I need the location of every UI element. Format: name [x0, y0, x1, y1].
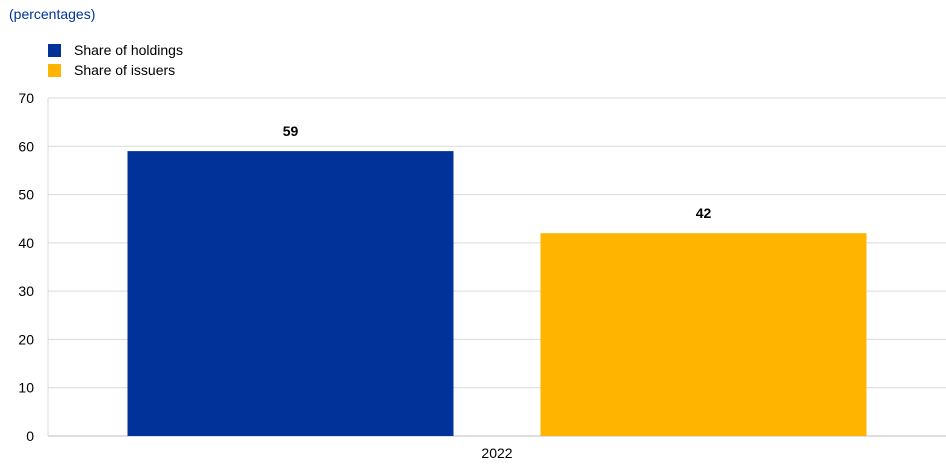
- y-tick-label-50: 50: [18, 187, 34, 203]
- y-tick-label-30: 30: [18, 283, 34, 299]
- legend-item-holdings: Share of holdings: [48, 40, 183, 60]
- y-tick-label-20: 20: [18, 331, 34, 347]
- data-label-share-of-holdings-2022: 59: [283, 123, 299, 139]
- legend-swatch-holdings: [48, 43, 61, 57]
- legend-swatch-issuers: [48, 63, 61, 77]
- bars: [127, 151, 867, 436]
- legend-label-holdings: Share of holdings: [74, 42, 183, 58]
- bar-share-of-issuers-2022: [540, 233, 867, 436]
- chart-subtitle: (percentages): [9, 6, 96, 22]
- x-tick-label-2022: 2022: [481, 445, 512, 461]
- data-label-share-of-issuers-2022: 42: [696, 205, 712, 221]
- x-axis: 2022: [481, 445, 512, 461]
- legend-label-issuers: Share of issuers: [74, 62, 176, 78]
- y-tick-label-10: 10: [18, 380, 34, 396]
- legend-item-issuers: Share of issuers: [48, 60, 183, 80]
- chart-legend: Share of holdings Share of issuers: [48, 40, 183, 80]
- y-tick-label-60: 60: [18, 138, 34, 154]
- data-labels: 59 42: [283, 123, 712, 221]
- y-tick-label-0: 0: [26, 428, 34, 444]
- bar-share-of-holdings-2022: [127, 151, 454, 436]
- y-axis-ticks: 0 10 20 30 40 50 60 70: [18, 90, 34, 444]
- y-tick-label-70: 70: [18, 90, 34, 106]
- y-tick-label-40: 40: [18, 235, 34, 251]
